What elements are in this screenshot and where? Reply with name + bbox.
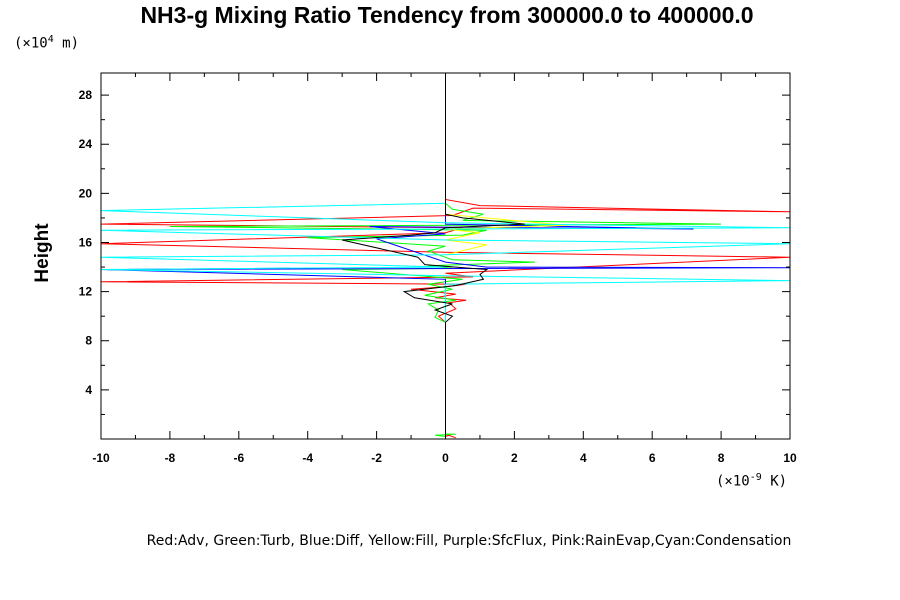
y-tick-label: 12 xyxy=(79,285,93,299)
series-line-fill xyxy=(445,205,567,256)
y-tick-label: 8 xyxy=(85,334,92,348)
y-tick-label: 20 xyxy=(79,186,93,200)
y-tick-label: 16 xyxy=(79,235,93,249)
x-tick-label: -6 xyxy=(233,451,244,465)
x-axis-unit: (×10-9 K) xyxy=(716,472,788,490)
series-line-turb xyxy=(169,73,722,437)
x-tick-label: 2 xyxy=(511,451,518,465)
x-tick-label: 0 xyxy=(442,451,449,465)
x-tick-label: 6 xyxy=(649,451,656,465)
series-line-total xyxy=(341,73,525,436)
x-tick-label: 10 xyxy=(783,451,797,465)
x-tick-label: -4 xyxy=(302,451,313,465)
legend-caption: Red:Adv, Green:Turb, Blue:Diff, Yellow:F… xyxy=(146,533,792,549)
x-tick-label: -2 xyxy=(371,451,382,465)
series-line-condensation xyxy=(100,73,791,436)
chart-title: NH3-g Mixing Ratio Tendency from 300000.… xyxy=(140,2,754,28)
x-tick-label: 4 xyxy=(580,451,587,465)
y-tick-label: 28 xyxy=(79,88,93,102)
x-tick-label: -10 xyxy=(92,451,110,465)
y-tick-label: 24 xyxy=(79,137,93,151)
x-tick-label: -8 xyxy=(165,451,176,465)
y-tick-label: 4 xyxy=(85,383,92,397)
x-tick-label: 8 xyxy=(718,451,725,465)
series-layer xyxy=(100,73,791,439)
y-axis-unit: (×104 m) xyxy=(14,34,80,52)
plot-frame xyxy=(100,72,791,440)
